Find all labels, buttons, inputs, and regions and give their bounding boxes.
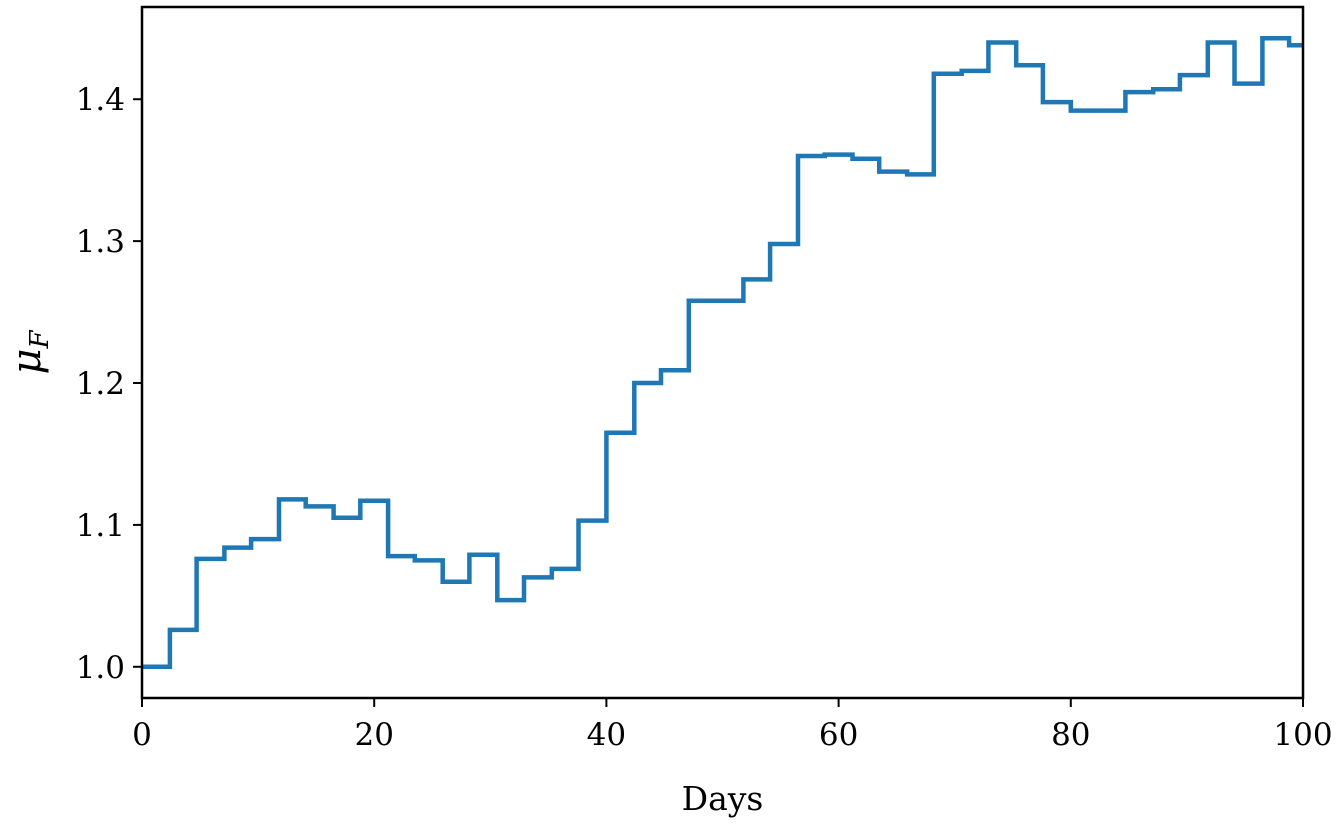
x-tick-label-5: 100 xyxy=(1273,717,1332,753)
x-tick-label-4: 80 xyxy=(1051,717,1090,753)
plot-frame xyxy=(140,5,1305,700)
y-tick-label-3: 1.3 xyxy=(76,224,125,260)
series-line-0 xyxy=(142,35,1303,670)
y-tick-label-0: 1.0 xyxy=(76,650,125,686)
x-tick-label-1: 20 xyxy=(354,717,393,753)
chart-ticks: 0 20 40 60 80 100 1.0 1.1 1.2 1.3 1.4 xyxy=(76,82,1333,753)
y-axis-label-symbol: μ xyxy=(4,349,50,375)
y-axis-label-subscript: F xyxy=(25,330,55,350)
chart-marks xyxy=(142,35,1303,670)
x-tick-label-0: 0 xyxy=(132,717,152,753)
y-tick-label-4: 1.4 xyxy=(76,82,125,118)
x-tick-label-3: 60 xyxy=(819,717,858,753)
y-tick-label-2: 1.2 xyxy=(76,366,125,402)
y-axis-label: μF xyxy=(4,330,55,375)
x-tick-label-2: 40 xyxy=(587,717,626,753)
y-tick-label-1: 1.1 xyxy=(76,508,125,544)
x-axis-label: Days xyxy=(682,779,764,818)
